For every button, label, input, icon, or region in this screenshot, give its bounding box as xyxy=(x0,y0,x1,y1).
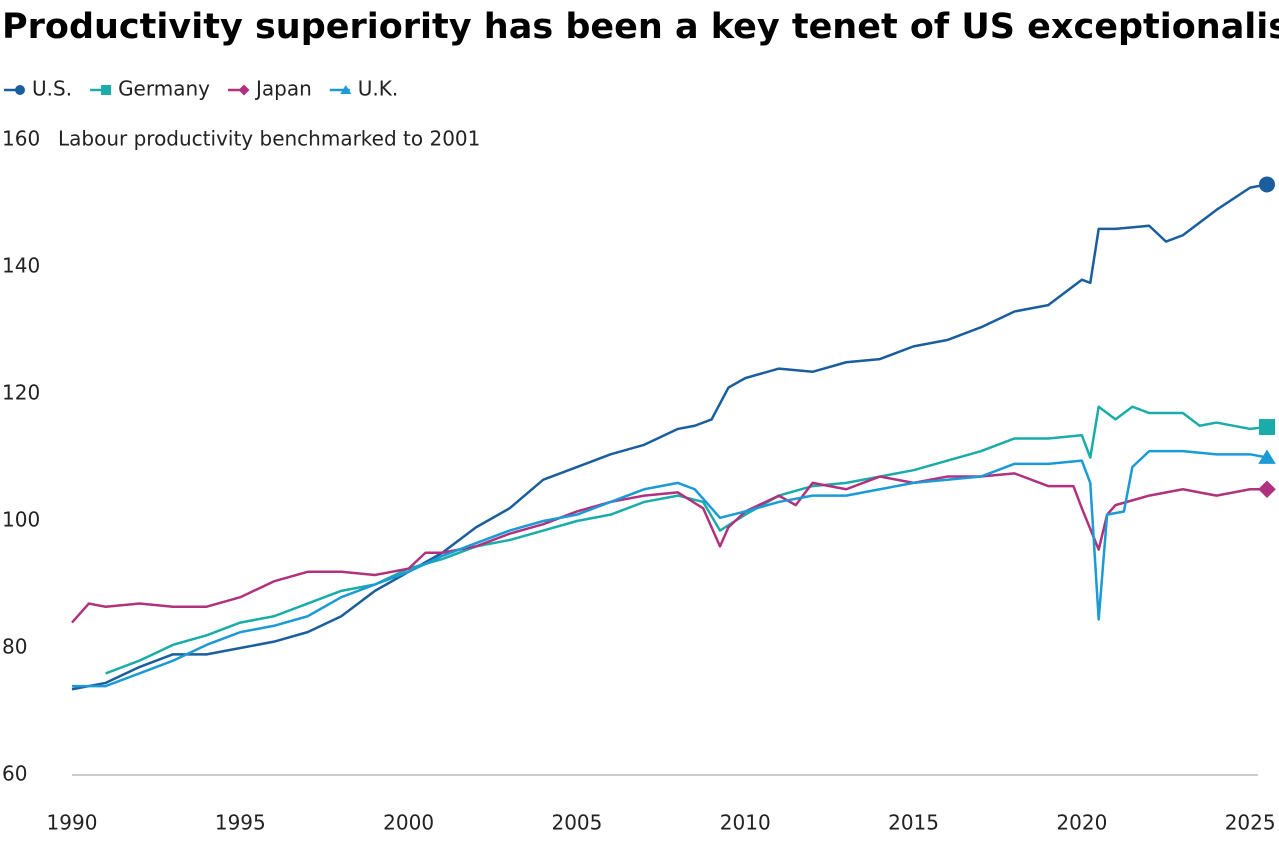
y-tick-label: 100 xyxy=(2,508,40,532)
end-marker xyxy=(1259,419,1275,436)
series-line xyxy=(71,472,1267,624)
x-tick-label: 2010 xyxy=(720,811,771,835)
series-line xyxy=(72,449,1268,688)
x-tick-label: 2005 xyxy=(551,811,602,835)
y-tick-label: 60 xyxy=(2,762,27,786)
legend-marker xyxy=(101,85,112,95)
series-line xyxy=(105,405,1268,675)
x-tick-label: 2020 xyxy=(1056,811,1107,835)
end-marker xyxy=(1258,480,1276,499)
legend-marker xyxy=(15,85,25,95)
x-tick-label: 2000 xyxy=(383,811,434,835)
series-line xyxy=(71,183,1268,691)
legend-label: U.S. xyxy=(32,77,72,101)
legend-marker xyxy=(340,85,352,94)
legend-label: U.K. xyxy=(358,77,398,101)
legend-label: Germany xyxy=(118,77,210,101)
x-tick-label: 1990 xyxy=(47,811,98,835)
legend-marker xyxy=(238,84,250,96)
chart-title: Productivity superiority has been a key … xyxy=(2,7,1279,47)
y-tick-label: 160 xyxy=(2,127,40,151)
y-axis-label: Labour productivity benchmarked to 2001 xyxy=(58,127,480,151)
y-tick-label: 80 xyxy=(2,635,27,659)
y-tick-label: 140 xyxy=(2,254,40,278)
x-tick-label: 1995 xyxy=(215,811,266,835)
legend-label: Japan xyxy=(254,77,312,101)
end-marker xyxy=(1259,176,1275,193)
x-tick-label: 2015 xyxy=(888,811,939,835)
y-tick-label: 120 xyxy=(2,381,40,405)
x-tick-label: 2025 xyxy=(1225,811,1276,835)
end-marker xyxy=(1258,449,1276,464)
